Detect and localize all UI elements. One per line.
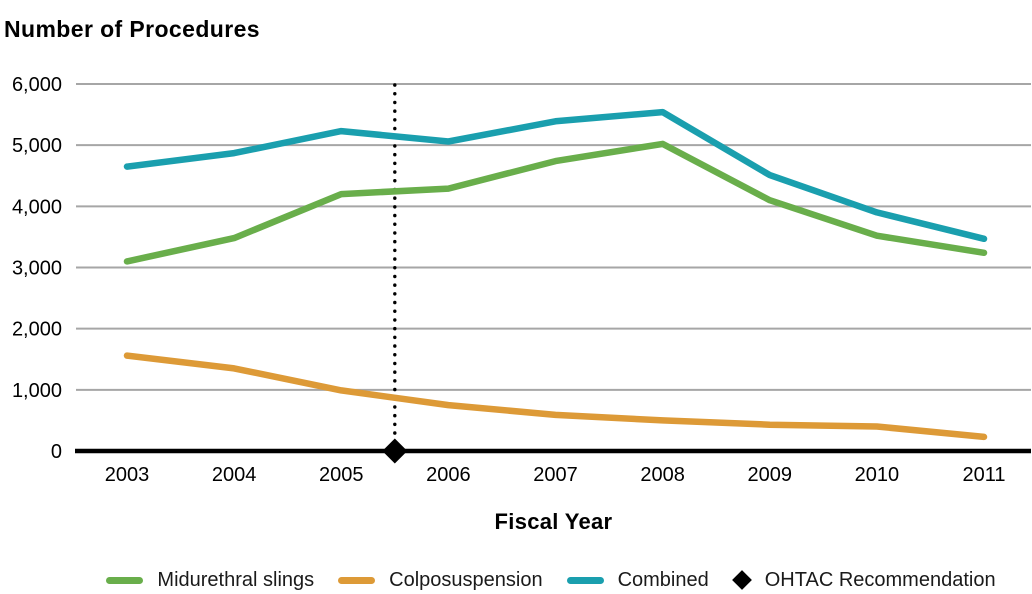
- x-tick-label: 2008: [640, 464, 685, 486]
- legend-label: OHTAC Recommendation: [764, 568, 996, 591]
- y-tick-labels: 0 1,000 2,000 3,000 4,000 5,000 6,000: [12, 74, 62, 463]
- ohtac-diamond-icon: [382, 438, 408, 464]
- x-tick-label: 2007: [533, 464, 578, 486]
- legend-item: Combined: [566, 568, 709, 592]
- x-axis-title: Fiscal Year: [494, 509, 613, 534]
- series-line-combined: [123, 108, 988, 243]
- series-line-midurethral-slings: [123, 140, 988, 265]
- y-tick-label: 5,000: [12, 135, 62, 157]
- legend-item: Colposuspension: [338, 568, 543, 592]
- y-tick-label: 3,000: [12, 258, 62, 280]
- legend-item-ohtac: OHTAC Recommendation: [731, 568, 996, 592]
- y-tick-label: 1,000: [12, 380, 62, 402]
- x-tick-label: 2003: [105, 464, 150, 486]
- y-axis-title: Number of Procedures: [4, 16, 260, 42]
- x-tick-label: 2009: [748, 464, 793, 486]
- x-tick-label: 2011: [962, 464, 1005, 486]
- legend-line-swatch: [566, 576, 604, 584]
- series-lines: [123, 108, 988, 441]
- legend: Midurethral slings Colposuspension Combine…: [70, 567, 1032, 593]
- legend-line-swatch: [338, 576, 376, 584]
- y-tick-label: 0: [51, 441, 62, 463]
- legend-label: Midurethral slings: [157, 568, 315, 591]
- y-tick-label: 4,000: [12, 196, 62, 218]
- y-tick-label: 2,000: [12, 319, 62, 341]
- legend-diamond-icon: [731, 570, 752, 590]
- x-tick-label: 2004: [212, 464, 257, 486]
- legend-line-swatch: [106, 576, 144, 584]
- x-tick-label: 2006: [426, 464, 471, 486]
- legend-item: Midurethral slings: [106, 569, 314, 592]
- series-line-colposuspension: [123, 352, 988, 441]
- x-tick-label: 2005: [319, 464, 364, 486]
- y-tick-label: 6,000: [12, 74, 62, 96]
- legend-label: Combined: [617, 568, 709, 591]
- x-tick-label: 2010: [855, 464, 900, 486]
- legend-label: Colposuspension: [389, 568, 543, 591]
- y-gridlines: [76, 83, 1031, 391]
- x-tick-labels: 2003 2004 2005 2006 2007 2008 2009 2010 2011: [105, 464, 1006, 486]
